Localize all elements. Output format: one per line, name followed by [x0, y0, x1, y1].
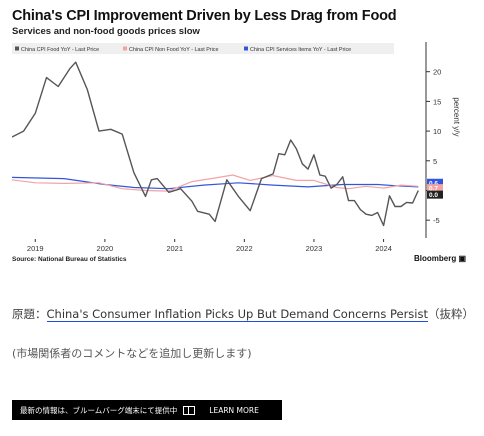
legend-swatch: [123, 46, 127, 51]
series-line-non-food: [12, 174, 419, 192]
x-tick-label: 2020: [97, 244, 114, 252]
chart-subtitle: Services and non-food goods prices slow: [12, 26, 200, 37]
y-axis-label: percent y/y: [452, 97, 461, 136]
y-tick-label: 20: [433, 68, 441, 77]
caption-suffix: （抜粋）: [427, 307, 474, 321]
x-tick-label: 2024: [375, 244, 392, 252]
x-tick-label: 2022: [236, 244, 253, 252]
series-line-food: [12, 61, 419, 227]
legend-background: [12, 43, 394, 54]
y-tick-label: -5: [433, 216, 440, 225]
chart-plot: -505101520percent y/y2019202020212022202…: [12, 42, 461, 252]
last-value-label: 0.6: [429, 180, 438, 187]
legend-label: China CPI Services Items YoY - Last Pric…: [250, 47, 351, 53]
caption-prefix: 原題：: [12, 307, 47, 321]
brand-text: Bloomberg: [413, 254, 457, 263]
last-value-badge: [427, 178, 443, 187]
x-tick-label: 2021: [166, 244, 183, 252]
chart-figure: China's CPI Improvement Driven by Less D…: [12, 8, 470, 270]
last-value-label: 0.0: [429, 192, 438, 199]
last-value-badge: [427, 184, 443, 193]
last-value-label: 0.7: [429, 186, 438, 193]
book-icon: [183, 405, 196, 415]
update-note: (市場関係者のコメントなどを追加し更新します): [12, 347, 252, 360]
terminal-promo-banner[interactable]: 最新の情報は、ブルームバーグ端末にて提供中 LEARN MORE: [12, 400, 282, 420]
y-tick-label: 5: [433, 157, 437, 166]
x-tick-label: 2019: [27, 244, 44, 252]
learn-more-link[interactable]: LEARN MORE: [209, 405, 259, 415]
article-caption: 原題：China's Consumer Inflation Picks Up B…: [12, 304, 474, 324]
y-tick-label: 15: [433, 97, 441, 106]
bloomberg-logo: Bloomberg ▣: [413, 254, 466, 263]
y-tick-label: 10: [433, 127, 441, 136]
chart-title: China's CPI Improvement Driven by Less D…: [12, 8, 397, 24]
legend-swatch: [15, 46, 19, 51]
x-tick-label: 2023: [306, 244, 323, 252]
original-title-link[interactable]: China's Consumer Inflation Picks Up But …: [46, 307, 428, 322]
legend-swatch: [244, 46, 248, 51]
last-value-badge: [427, 190, 443, 199]
legend-label: China CPI Non Food YoY - Last Price: [129, 47, 219, 53]
chart-source: Source: National Bureau of Statistics: [12, 256, 127, 263]
legend-label: China CPI Food YoY - Last Price: [21, 47, 99, 53]
promo-text: 最新の情報は、ブルームバーグ端末にて提供中: [20, 405, 178, 415]
